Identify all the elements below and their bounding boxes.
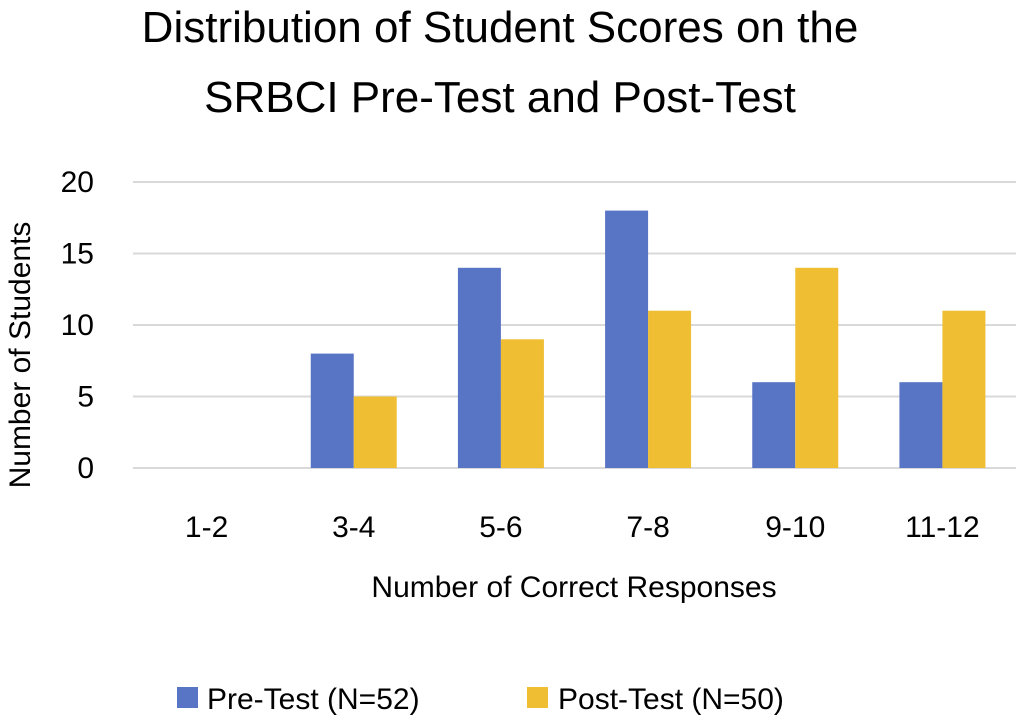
- x-tick-label: 5-6: [479, 511, 522, 544]
- bar-pre-test-5-6: [457, 267, 501, 468]
- x-tick-label: 7-8: [626, 511, 669, 544]
- bar-pre-test-11-12: [899, 382, 943, 468]
- y-tick-label: 20: [61, 166, 94, 199]
- y-tick-label: 15: [61, 238, 94, 271]
- legend-label-post-test: Post-Test (N=50): [558, 683, 784, 716]
- legend-swatch-post-test: [527, 687, 548, 708]
- legend-swatch-pre-test: [177, 687, 198, 708]
- chart-title: Distribution of Student Scores on the SR…: [142, 3, 859, 122]
- bars: [310, 210, 986, 468]
- chart-title-line-1: Distribution of Student Scores on the: [142, 3, 859, 52]
- x-tick-label: 9-10: [765, 511, 825, 544]
- gridlines: [133, 181, 1016, 469]
- x-axis-label: Number of Correct Responses: [371, 571, 776, 604]
- bar-pre-test-9-10: [752, 382, 796, 468]
- bar-post-test-7-8: [648, 310, 692, 468]
- chart-title-line-2: SRBCI Pre-Test and Post-Test: [204, 73, 796, 122]
- legend-label-pre-test: Pre-Test (N=52): [207, 683, 420, 716]
- x-tick-label: 1-2: [185, 511, 228, 544]
- legend: Pre-Test (N=52) Post-Test (N=50): [177, 683, 784, 716]
- y-axis-label: Number of Students: [4, 222, 37, 489]
- x-tick-label: 11-12: [905, 511, 980, 544]
- bar-post-test-5-6: [500, 339, 544, 468]
- y-tick-label: 0: [77, 452, 94, 485]
- bar-post-test-3-4: [353, 396, 397, 468]
- y-tick-label: 5: [77, 381, 94, 414]
- y-tick-label: 10: [61, 309, 94, 342]
- bar-pre-test-7-8: [605, 210, 649, 468]
- x-axis-ticks: 1-2 3-4 5-6 7-8 9-10 11-12: [185, 511, 980, 544]
- y-axis-ticks: 0 5 10 15 20: [61, 166, 94, 485]
- x-tick-label: 3-4: [332, 511, 375, 544]
- bar-pre-test-3-4: [310, 353, 354, 468]
- bar-post-test-9-10: [795, 267, 839, 468]
- bar-post-test-11-12: [942, 310, 986, 468]
